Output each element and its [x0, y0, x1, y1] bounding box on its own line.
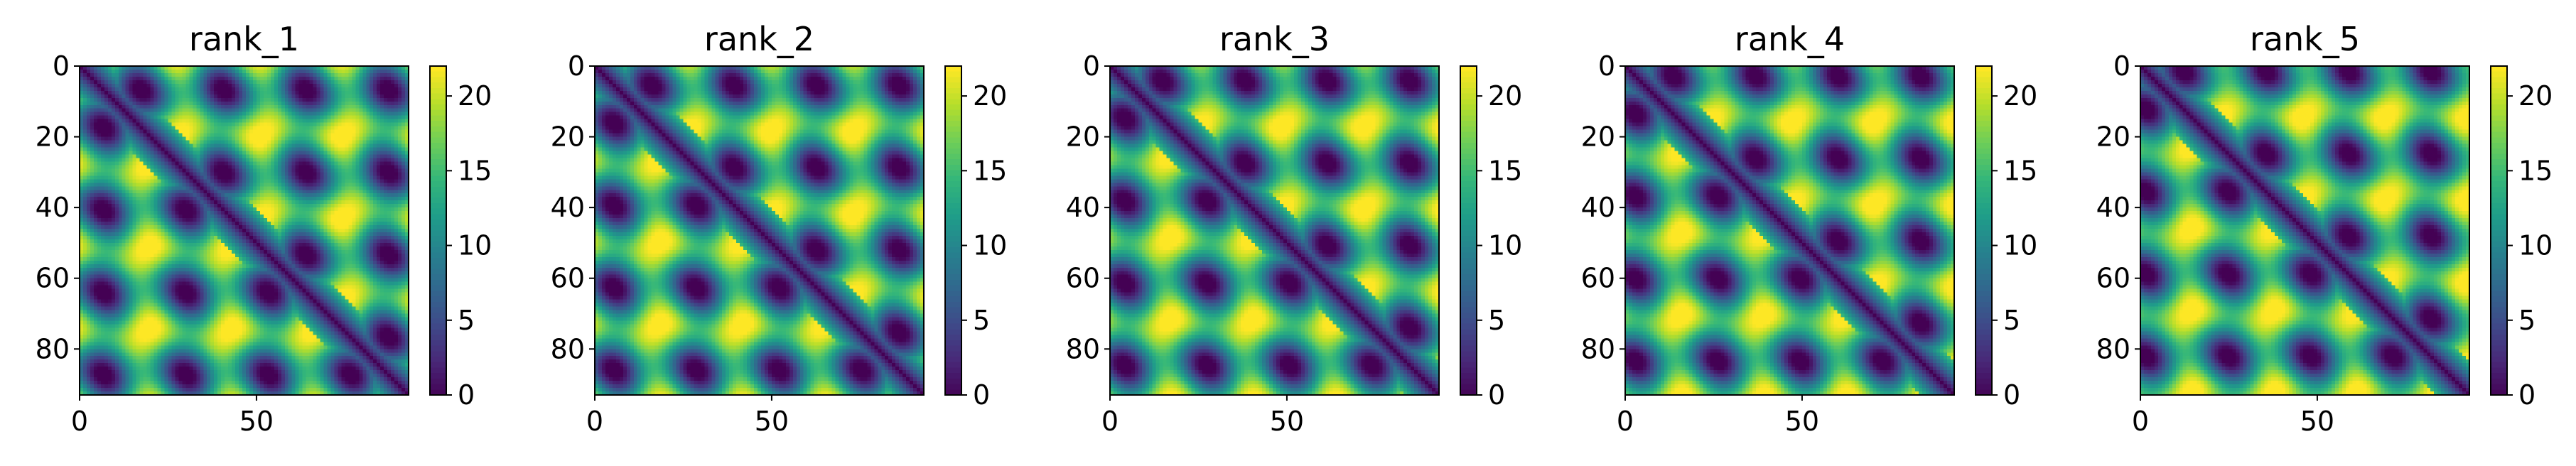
y-tick-label: 40 [1066, 192, 1100, 223]
y-tick-label: 80 [1066, 333, 1100, 364]
x-tick-label: 50 [239, 406, 274, 437]
y-tick-label: 40 [2096, 192, 2130, 223]
y-tick-label: 20 [2096, 121, 2130, 153]
y-tick-label: 80 [2096, 333, 2130, 364]
colorbar-tick-label: 15 [458, 155, 492, 186]
x-tick-label: 50 [2300, 406, 2334, 437]
colorbar-tick-label: 15 [973, 155, 1007, 186]
heatmap-panel-5: rank_5 0 20 40 60 80 0 50 0 5 10 15 20 [2096, 20, 2553, 437]
colorbar-tick-label: 15 [1488, 155, 1522, 186]
colorbar-tick-label: 0 [973, 379, 990, 411]
x-tick-label: 50 [1785, 406, 1819, 437]
y-tick-label: 60 [36, 263, 70, 294]
x-tick-label: 0 [586, 406, 603, 437]
x-tick-label: 0 [1617, 406, 1634, 437]
y-tick-label: 20 [1581, 121, 1615, 153]
x-tick-label: 0 [71, 406, 88, 437]
panel-title: rank_2 [704, 20, 814, 58]
x-tick-label: 50 [1270, 406, 1304, 437]
colorbar: 0 5 10 15 20 [1460, 66, 1522, 411]
y-tick-label: 60 [1066, 263, 1100, 294]
colorbar-tick-label: 5 [2003, 305, 2020, 336]
y-tick-label: 20 [1066, 121, 1100, 153]
heatmap-panel-4: rank_4 0 20 40 60 80 0 50 0 5 10 15 20 [1581, 20, 2038, 437]
colorbar-tick-label: 10 [973, 230, 1007, 261]
colorbar-tick-label: 10 [2518, 230, 2553, 261]
colorbar-tick-label: 20 [458, 80, 492, 112]
colorbar: 0 5 10 15 20 [1976, 66, 2037, 411]
colorbar-tick-label: 10 [2003, 230, 2037, 261]
y-tick-label: 20 [551, 121, 585, 153]
x-tick-label: 0 [2132, 406, 2149, 437]
panel-title: rank_3 [1219, 20, 1330, 58]
colorbar-tick-label: 15 [2003, 155, 2037, 186]
colorbar-tick-label: 5 [2518, 305, 2535, 336]
colorbar-tick-label: 0 [1488, 379, 1505, 411]
y-tick-label: 40 [551, 192, 585, 223]
y-tick-label: 0 [568, 50, 585, 82]
colorbar-tick-label: 0 [2003, 379, 2020, 411]
colorbar: 0 5 10 15 20 [2491, 66, 2553, 411]
colorbar-tick-label: 20 [973, 80, 1007, 112]
colorbar-tick-label: 0 [2518, 379, 2535, 411]
heatmap-cells [595, 66, 925, 396]
y-tick-label: 0 [1083, 50, 1100, 82]
colorbar: 0 5 10 15 20 [945, 66, 1007, 411]
x-tick-label: 0 [1101, 406, 1119, 437]
colorbar: 0 5 10 15 20 [430, 66, 492, 411]
x-tick-label: 50 [755, 406, 789, 437]
heatmap-cells [2140, 66, 2470, 396]
y-tick-label: 20 [36, 121, 70, 153]
y-tick-label: 40 [1581, 192, 1615, 223]
colorbar-tick-label: 10 [1488, 230, 1522, 261]
y-tick-label: 0 [53, 50, 70, 82]
panel-title: rank_5 [2250, 20, 2360, 58]
y-tick-label: 80 [36, 333, 70, 364]
colorbar-tick-label: 20 [2518, 80, 2553, 112]
colorbar-tick-label: 0 [458, 379, 475, 411]
heatmap-panel-1: rank_1 0 20 40 60 80 0 50 0 5 10 15 20 [36, 20, 492, 437]
colorbar-tick-label: 5 [1488, 305, 1505, 336]
y-tick-label: 80 [1581, 333, 1615, 364]
colorbar-tick-label: 10 [458, 230, 492, 261]
y-tick-label: 60 [1581, 263, 1615, 294]
y-tick-label: 60 [551, 263, 585, 294]
y-tick-label: 40 [36, 192, 70, 223]
colorbar-tick-label: 5 [458, 305, 475, 336]
heatmap-cells [1625, 66, 1955, 396]
heatmap-cells [1110, 66, 1440, 396]
y-tick-label: 0 [2113, 50, 2130, 82]
y-tick-label: 0 [1598, 50, 1615, 82]
panel-title: rank_1 [189, 20, 299, 58]
panel-title: rank_4 [1735, 20, 1845, 58]
colorbar-tick-label: 15 [2518, 155, 2553, 186]
heatmap-panel-3: rank_3 0 20 40 60 80 0 50 0 5 10 15 20 [1066, 20, 1523, 437]
colorbar-tick-label: 5 [973, 305, 990, 336]
colorbar-tick-label: 20 [2003, 80, 2037, 112]
heatmap-panel-2: rank_2 0 20 40 60 80 0 50 0 5 10 15 20 [551, 20, 1008, 437]
y-tick-label: 80 [551, 333, 585, 364]
heatmap-cells [80, 66, 409, 396]
colorbar-tick-label: 20 [1488, 80, 1522, 112]
y-tick-label: 60 [2096, 263, 2130, 294]
